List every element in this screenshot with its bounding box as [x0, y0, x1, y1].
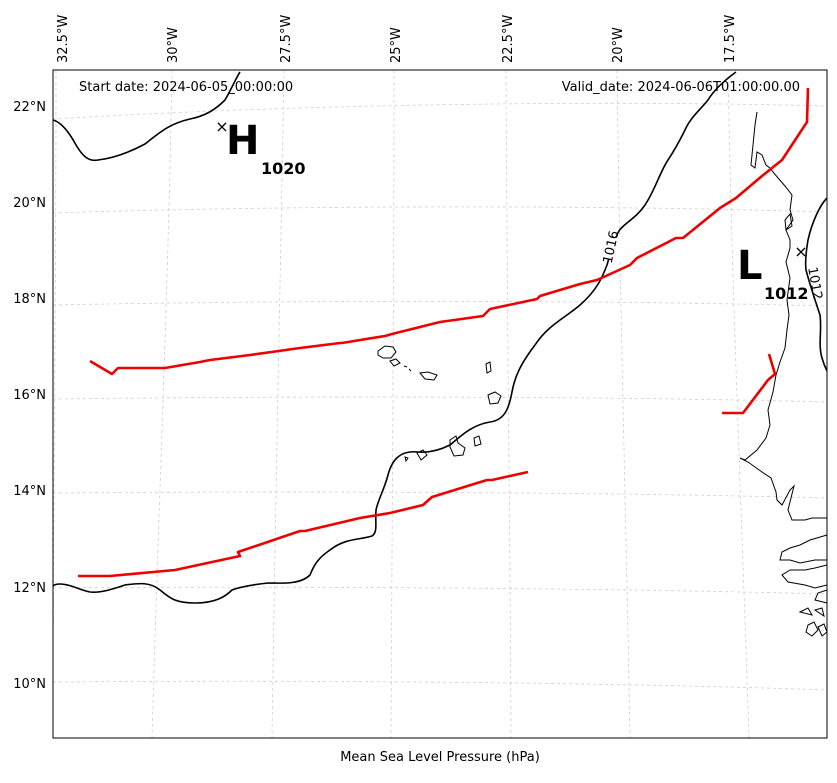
- front-line-1: [89, 87, 810, 376]
- isobars: [52, 71, 828, 604]
- lat-label: 22°N: [13, 100, 46, 115]
- longitude-labels: 32.5°W 30°W 27.5°W 25°W 22.5°W 20°W 17.5…: [56, 15, 738, 63]
- low-pressure-value: 1012: [764, 284, 809, 303]
- low-symbol: L: [737, 243, 763, 289]
- cape-verde-islands: [377, 345, 502, 463]
- graticule: [52, 69, 828, 739]
- valid-date: Valid_date: 2024-06-06T01:00:00.00: [562, 80, 800, 95]
- map-frame: [52, 69, 828, 739]
- isobar-labels: 1016 1012 1020: [588, 230, 825, 301]
- isobar-label-1012: 1012: [804, 266, 825, 301]
- high-pressure-value: 1020: [261, 159, 306, 178]
- isobar-1012: [804, 197, 828, 372]
- isobar-1020-left: [52, 71, 241, 162]
- isobar-1016: [52, 71, 737, 604]
- lon-label: 25°W: [389, 27, 404, 63]
- lon-label: 17.5°W: [723, 15, 738, 63]
- lat-label: 14°N: [13, 484, 46, 499]
- african-coastline: [739, 111, 828, 637]
- low-marker-icon: ×: [794, 242, 807, 261]
- lat-label: 12°N: [13, 581, 46, 596]
- lon-label: 30°W: [166, 27, 181, 63]
- pressure-center-high: × H 1020: [215, 117, 305, 178]
- lat-label: 18°N: [13, 292, 46, 307]
- isobar-label-1016: 1016: [601, 230, 623, 265]
- pressure-center-low: × L 1012: [737, 242, 809, 303]
- start-date: Start date: 2024-06-05_00:00:00: [79, 80, 293, 95]
- lon-label: 27.5°W: [279, 15, 294, 63]
- lat-label: 20°N: [13, 196, 46, 211]
- high-symbol: H: [226, 118, 259, 164]
- lon-label: 20°W: [611, 27, 626, 63]
- lat-label: 10°N: [13, 677, 46, 692]
- map-xlabel: Mean Sea Level Pressure (hPa): [340, 750, 540, 765]
- front-line-3: [722, 353, 777, 415]
- lon-label: 22.5°W: [501, 15, 516, 63]
- lat-label: 16°N: [13, 388, 46, 403]
- latitude-labels: 22°N 20°N 18°N 16°N 14°N 12°N 10°N: [13, 100, 46, 692]
- front-line-2: [78, 470, 529, 578]
- lon-label: 32.5°W: [56, 15, 71, 63]
- high-marker-icon: ×: [215, 117, 228, 136]
- front-lines: [78, 87, 810, 578]
